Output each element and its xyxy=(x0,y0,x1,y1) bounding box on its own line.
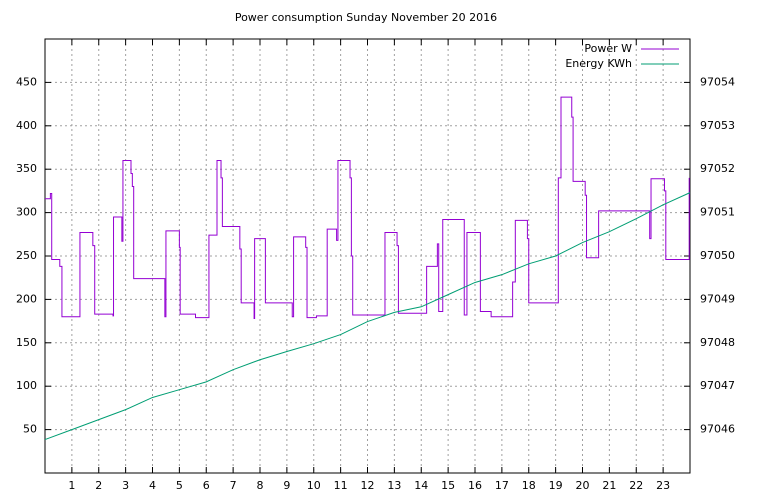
chart-title: Power consumption Sunday November 20 201… xyxy=(235,11,497,24)
x-tick-label: 17 xyxy=(495,479,509,492)
x-tick-label: 7 xyxy=(230,479,237,492)
y-tick-label: 450 xyxy=(16,75,37,88)
y-tick-label: 350 xyxy=(16,162,37,175)
legend-label: Power W xyxy=(584,42,632,55)
x-tick-label: 8 xyxy=(257,479,264,492)
x-tick-label: 19 xyxy=(549,479,563,492)
x-tick-label: 18 xyxy=(522,479,536,492)
x-tick-label: 21 xyxy=(602,479,616,492)
y2-tick-label: 97046 xyxy=(700,423,735,436)
y2-tick-label: 97053 xyxy=(700,119,735,132)
x-tick-label: 6 xyxy=(203,479,210,492)
y-tick-label: 100 xyxy=(16,379,37,392)
x-tick-label: 5 xyxy=(176,479,183,492)
plot-frame xyxy=(44,38,691,474)
x-tick-label: 3 xyxy=(122,479,129,492)
y-tick-label: 200 xyxy=(16,292,37,305)
x-tick-label: 10 xyxy=(307,479,321,492)
series-line xyxy=(44,192,691,441)
x-tick-label: 11 xyxy=(334,479,348,492)
x-tick-label: 13 xyxy=(387,479,401,492)
y2-tick-label: 97048 xyxy=(700,336,735,349)
x-tick-label: 12 xyxy=(361,479,375,492)
y2-tick-label: 97051 xyxy=(700,206,735,219)
y2-tick-label: 97047 xyxy=(700,379,735,392)
x-tick-label: 2 xyxy=(95,479,102,492)
x-tick-label: 15 xyxy=(441,479,455,492)
y2-tick-label: 97052 xyxy=(700,162,735,175)
x-tick-label: 23 xyxy=(656,479,670,492)
x-tick-label: 20 xyxy=(576,479,590,492)
y2-tick-label: 97049 xyxy=(700,292,735,305)
x-tick-label: 22 xyxy=(629,479,643,492)
y-tick-label: 150 xyxy=(16,336,37,349)
y-tick-label: 50 xyxy=(23,423,37,436)
y-tick-label: 400 xyxy=(16,119,37,132)
x-tick-label: 9 xyxy=(283,479,290,492)
y-tick-label: 300 xyxy=(16,206,37,219)
legend-label: Energy KWh xyxy=(565,57,632,70)
y2-tick-label: 97054 xyxy=(700,75,735,88)
x-tick-label: 1 xyxy=(68,479,75,492)
series-line xyxy=(45,96,690,319)
x-tick-label: 16 xyxy=(468,479,482,492)
y2-tick-label: 97050 xyxy=(700,249,735,262)
x-tick-label: 4 xyxy=(149,479,156,492)
y-tick-label: 250 xyxy=(16,249,37,262)
x-tick-label: 14 xyxy=(414,479,428,492)
